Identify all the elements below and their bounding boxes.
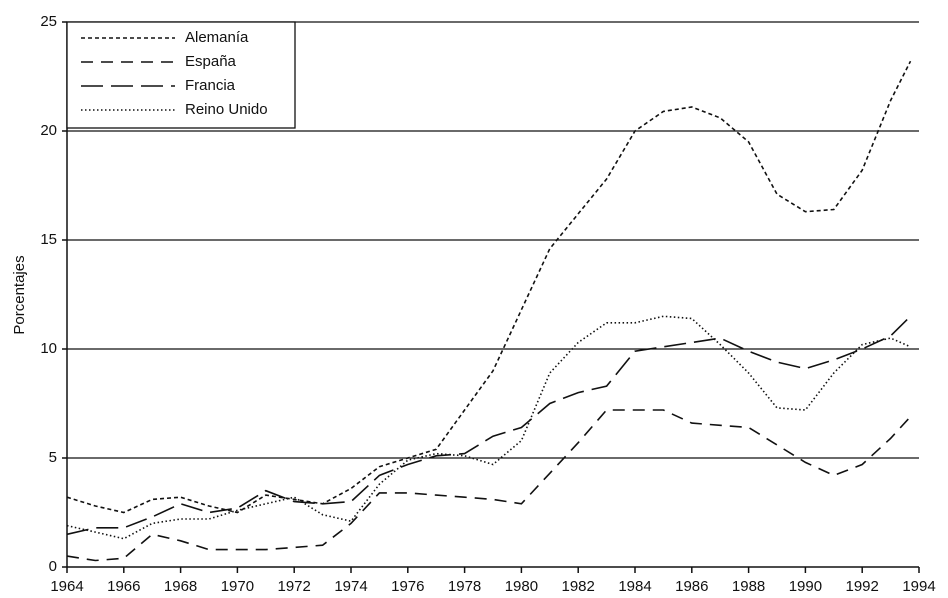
x-tick-label: 1976 xyxy=(391,578,424,595)
x-tick-label: 1994 xyxy=(902,578,935,595)
x-tick-label: 1974 xyxy=(334,578,367,595)
y-tick-label: 0 xyxy=(49,558,57,575)
x-tick-label: 1988 xyxy=(732,578,765,595)
series-line xyxy=(66,60,912,514)
x-tick-label: 1966 xyxy=(107,578,140,595)
y-tick-label: 10 xyxy=(40,340,57,357)
legend-label: Reino Unido xyxy=(185,101,268,118)
x-tick-label: 1980 xyxy=(505,578,538,595)
legend-label: Francia xyxy=(185,77,236,94)
legend-label: Alemanía xyxy=(185,29,249,46)
x-tick-label: 1970 xyxy=(221,578,254,595)
x-tick-label: 1972 xyxy=(278,578,311,595)
y-axis-label: Porcentajes xyxy=(11,255,28,334)
series-line xyxy=(66,315,912,536)
x-tick-label: 1986 xyxy=(675,578,708,595)
y-tick-label: 15 xyxy=(40,231,57,248)
legend-label: España xyxy=(185,53,237,70)
y-tick-label: 20 xyxy=(40,122,57,139)
series-line xyxy=(66,409,912,562)
x-tick-label: 1992 xyxy=(846,578,879,595)
x-tick-label: 1978 xyxy=(448,578,481,595)
series-line xyxy=(66,315,911,540)
y-tick-label: 25 xyxy=(40,13,57,30)
x-tick-label: 1968 xyxy=(164,578,197,595)
x-tick-label: 1990 xyxy=(789,578,822,595)
y-tick-label: 5 xyxy=(49,449,57,466)
x-tick-label: 1964 xyxy=(50,578,83,595)
x-tick-label: 1982 xyxy=(562,578,595,595)
x-tick-label: 1984 xyxy=(618,578,651,595)
